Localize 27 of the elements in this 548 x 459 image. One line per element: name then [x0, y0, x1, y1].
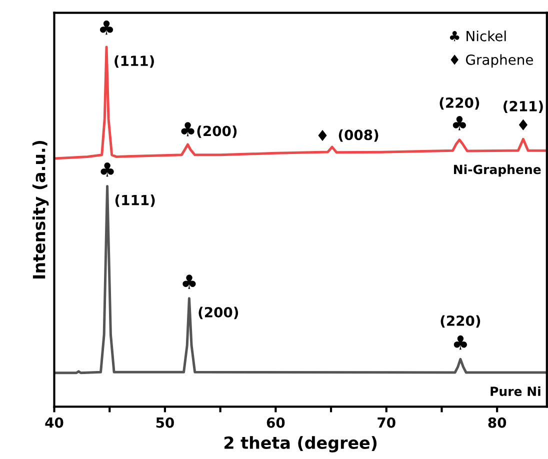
annotation: (111) [115, 194, 155, 207]
annotation: ♦ Graphene [450, 54, 533, 68]
x-tick-label: 60 [266, 417, 285, 428]
series-label: Pure Ni [490, 386, 540, 396]
annotation: ♣ [452, 116, 466, 130]
annotation: ♣ [100, 162, 114, 177]
annotation: (200) [197, 126, 237, 138]
annotation: ♣ [454, 335, 467, 350]
text: ♣ Nickel [450, 30, 506, 42]
annotation: (008) [338, 129, 378, 142]
x-axis-title: 2 theta (degree) [224, 436, 377, 452]
x-tick-label: 50 [156, 417, 174, 428]
annotation: (111) [114, 55, 154, 68]
annotation: ♦ [518, 119, 528, 130]
y-axis-title: Intensity (a.u.) [32, 140, 49, 278]
annotation: ♦ [318, 130, 327, 142]
x-tick-label: 80 [488, 417, 506, 428]
annotation: ♣ [181, 122, 194, 136]
series-label: Ni-Graphene [454, 164, 541, 177]
annotation: (211) [504, 100, 543, 114]
annotation: ♣ [182, 274, 196, 289]
x-tick-label: 40 [45, 417, 64, 428]
annotation: ♣ [100, 20, 114, 35]
annotation: (220) [440, 97, 480, 110]
x-tick-label: 70 [378, 417, 396, 428]
annotation: (220) [440, 315, 480, 328]
annotation: (200) [198, 306, 238, 320]
